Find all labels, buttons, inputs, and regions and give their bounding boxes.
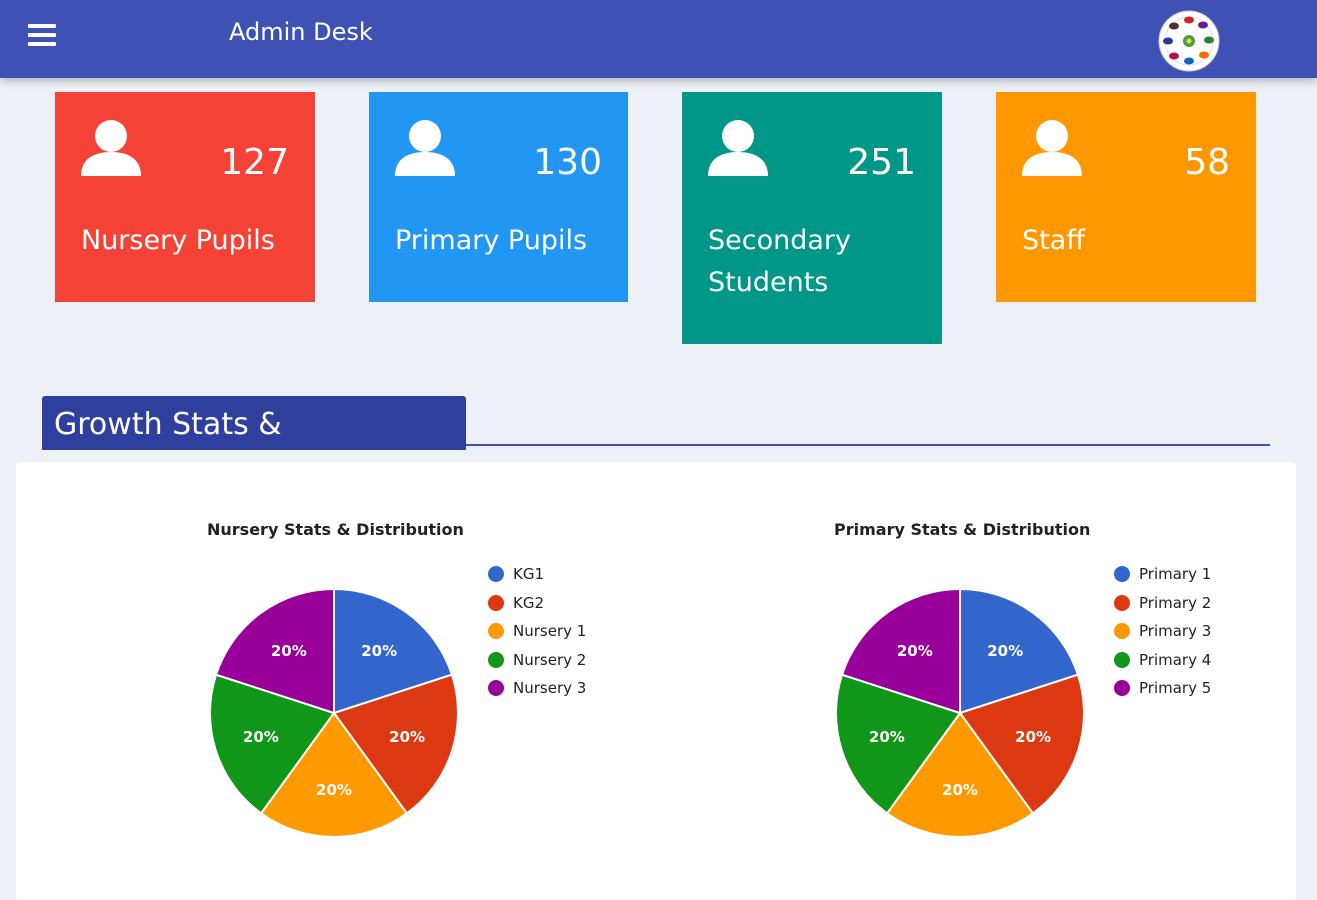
legend-item[interactable]: Primary 1 [1114,560,1211,589]
primary-label: Primary Pupils [395,225,588,256]
legend-swatch [488,594,504,611]
staff-label: Staff [1022,225,1085,256]
legend-swatch [488,566,504,583]
primary-legend: Primary 1 Primary 2 Primary 3 Primary 4 Prim… [1114,560,1211,703]
legend-label: KG1 [513,565,545,584]
legend-label: Nursery 2 [513,650,587,669]
pie-slice-label: 20% [243,728,279,746]
staff-count: 58 [1184,142,1230,183]
legend-item[interactable]: Primary 3 [1114,617,1211,646]
legend-item[interactable]: Primary 5 [1114,674,1211,703]
pie-slice-nursery-1[interactable] [259,711,409,838]
secondary-count: 251 [847,142,916,183]
person-icon [1022,120,1082,176]
nursery-label: Nursery Pupils [81,225,275,256]
legend-swatch [1114,623,1130,640]
legend-label: Nursery 1 [513,622,587,641]
hamburger-menu-icon[interactable] [28,24,56,50]
stat-card-secondary[interactable]: 251 Secondary Students [682,92,942,344]
legend-label: Primary 1 [1139,565,1212,584]
legend-swatch [1114,566,1130,583]
legend-label: Primary 2 [1139,593,1212,612]
secondary-label: Secondary Students [708,225,851,298]
legend-item[interactable]: KG1 [488,560,586,589]
stat-card-staff[interactable]: 58 Staff [996,92,1256,302]
legend-item[interactable]: Nursery 2 [488,646,586,675]
section-divider [466,444,1270,446]
pie-slice-label: 20% [942,781,978,799]
pie-slice-primary-2[interactable] [958,673,1085,815]
legend-swatch [488,680,504,697]
pie-slice-kg1[interactable] [333,587,454,715]
nursery-pie-chart[interactable]: 20% 20% 20% 20% 20% [204,583,464,843]
person-icon [708,120,768,176]
pie-slice-primary-4[interactable] [835,673,962,815]
nursery-chart-title: Nursery Stats & Distribution [207,520,464,539]
legend-swatch [488,623,504,640]
legend-swatch [1114,680,1130,697]
legend-item[interactable]: KG2 [488,589,586,618]
pie-slice-label: 20% [1015,728,1051,746]
school-logo-avatar[interactable] [1158,10,1220,72]
nursery-legend: KG1 KG2 Nursery 1 Nursery 2 Nursery 3 [488,560,586,703]
pie-slice-label: 20% [389,728,425,746]
pie-slice-label: 20% [987,642,1023,660]
legend-swatch [1114,594,1130,611]
legend-swatch [488,651,504,668]
pie-slice-label: 20% [316,781,352,799]
legend-item[interactable]: Nursery 3 [488,674,586,703]
pie-slice-label: 20% [869,728,905,746]
pie-slice-primary-1[interactable] [959,587,1080,715]
pie-slice-label: 20% [271,642,307,660]
pie-slice-label: 20% [361,642,397,660]
primary-chart-title: Primary Stats & Distribution [834,520,1091,539]
legend-label: Primary 4 [1139,650,1212,669]
legend-label: Nursery 3 [513,679,587,698]
stat-card-primary[interactable]: 130 Primary Pupils [369,92,628,302]
primary-count: 130 [533,142,602,183]
section-heading: Growth Stats & Distribution [42,396,466,500]
pie-slice-primary-3[interactable] [885,711,1035,838]
person-icon [81,120,141,176]
legend-label: Primary 3 [1139,622,1212,641]
pie-slice-nursery-3[interactable] [214,587,335,715]
legend-item[interactable]: Primary 4 [1114,646,1211,675]
primary-pie-chart[interactable]: 20% 20% 20% 20% 20% [830,583,1090,843]
legend-label: KG2 [513,593,545,612]
person-icon [395,120,455,176]
top-app-bar: Admin Desk [0,0,1317,78]
pie-slice-label: 20% [897,642,933,660]
legend-label: Primary 5 [1139,679,1212,698]
stat-card-nursery[interactable]: 127 Nursery Pupils [55,92,315,302]
charts-panel: Nursery Stats & Distribution 20% 20% 20% 20… [16,462,1296,900]
legend-item[interactable]: Primary 2 [1114,589,1211,618]
pie-slice-kg2[interactable] [332,673,459,815]
pie-slice-primary-5[interactable] [840,587,961,715]
pie-slice-nursery-2[interactable] [209,673,336,815]
legend-item[interactable]: Nursery 1 [488,617,586,646]
legend-swatch [1114,651,1130,668]
app-title: Admin Desk [229,18,373,46]
nursery-count: 127 [220,142,289,183]
